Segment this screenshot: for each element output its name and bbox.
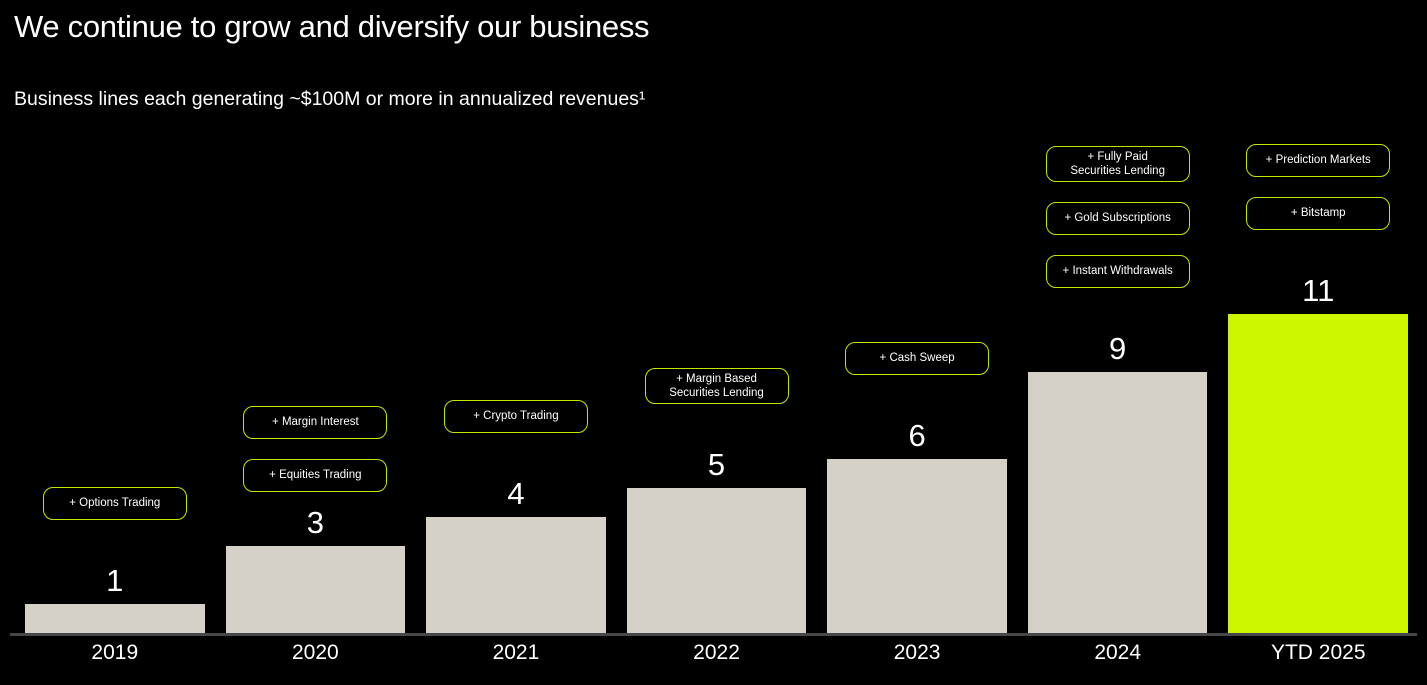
year-label-2022: 2022 <box>693 641 740 664</box>
chart-column-2020: + Margin Interest + Equities Trading 3 <box>225 406 406 633</box>
badge-stack-2023: + Cash Sweep <box>845 342 990 375</box>
year-label-2024: 2024 <box>1094 641 1142 664</box>
page-title: We continue to grow and diversify our bu… <box>14 9 650 44</box>
badge-stack-2021: + Crypto Trading <box>443 400 588 433</box>
business-line-badge: + Gold Subscriptions <box>1045 202 1190 235</box>
business-line-badge: + Margin Based Securities Lending <box>644 367 789 404</box>
year-label-2023: 2023 <box>893 641 941 664</box>
business-line-badge: + Bitstamp <box>1246 197 1391 230</box>
business-line-badge: + Equities Trading <box>243 459 388 492</box>
bar-2023 <box>827 459 1007 633</box>
business-line-badge: + Cash Sweep <box>845 342 990 375</box>
slide-subtitle: Business lines each generating ~$100M or… <box>14 88 646 110</box>
year-axis: 2019 2020 2021 2022 2023 2024 YTD 2025 <box>0 636 1427 685</box>
business-line-badge: + Margin Interest <box>243 406 388 439</box>
chart-column-2023: + Cash Sweep 6 <box>827 342 1007 633</box>
year-label-2020: 2020 <box>292 641 339 664</box>
slide-header: We continue to grow and diversify our bu… <box>14 8 1413 111</box>
year-label-2021: 2021 <box>492 641 540 664</box>
business-line-badge: + Crypto Trading <box>443 400 588 433</box>
bar-value-label: 4 <box>507 476 525 511</box>
chart-column-2019: + Options Trading 1 <box>25 487 205 633</box>
business-line-badge: + Options Trading <box>42 487 187 520</box>
business-line-badge: + Instant Withdrawals <box>1045 255 1190 288</box>
bar-value-label: 6 <box>908 418 926 453</box>
badge-stack-2019: + Options Trading <box>42 487 187 520</box>
bar-value-label: 1 <box>106 563 124 598</box>
badge-stack-ytd-2025: + Prediction Markets + Bitstamp <box>1246 144 1391 230</box>
chart-column-2022: + Margin Based Securities Lending 5 <box>626 367 807 633</box>
bar-value-label: 11 <box>1302 273 1335 308</box>
bar-2020 <box>225 546 406 633</box>
chart-column-2024: + Fully Paid Securities Lending + Gold Su… <box>1027 145 1208 633</box>
badge-stack-2024: + Fully Paid Securities Lending + Gold Su… <box>1045 145 1190 288</box>
bar-value-label: 9 <box>1109 331 1127 366</box>
bar-2024 <box>1027 372 1208 633</box>
year-label-ytd-2025: YTD 2025 <box>1270 641 1366 664</box>
bar-2019 <box>25 604 205 633</box>
bar-2022 <box>626 488 807 633</box>
badge-stack-2022: + Margin Based Securities Lending <box>644 367 789 404</box>
bar-chart: + Options Trading 1 + Margin Interest + Equ… <box>0 120 1427 633</box>
bar-2021 <box>426 517 606 633</box>
bar-value-label: 5 <box>707 447 726 482</box>
chart-column-2021: + Crypto Trading 4 <box>426 400 606 633</box>
business-line-badge: + Prediction Markets <box>1246 144 1391 177</box>
badge-stack-2020: + Margin Interest + Equities Trading <box>243 406 388 492</box>
year-label-2019: 2019 <box>91 641 139 664</box>
bar-value-label: 3 <box>306 505 324 540</box>
axis-line <box>10 633 1417 636</box>
bar-ytd-2025 <box>1228 314 1409 633</box>
chart-column-ytd-2025: + Prediction Markets + Bitstamp 11 <box>1228 144 1409 633</box>
business-line-badge: + Fully Paid Securities Lending <box>1045 145 1190 182</box>
